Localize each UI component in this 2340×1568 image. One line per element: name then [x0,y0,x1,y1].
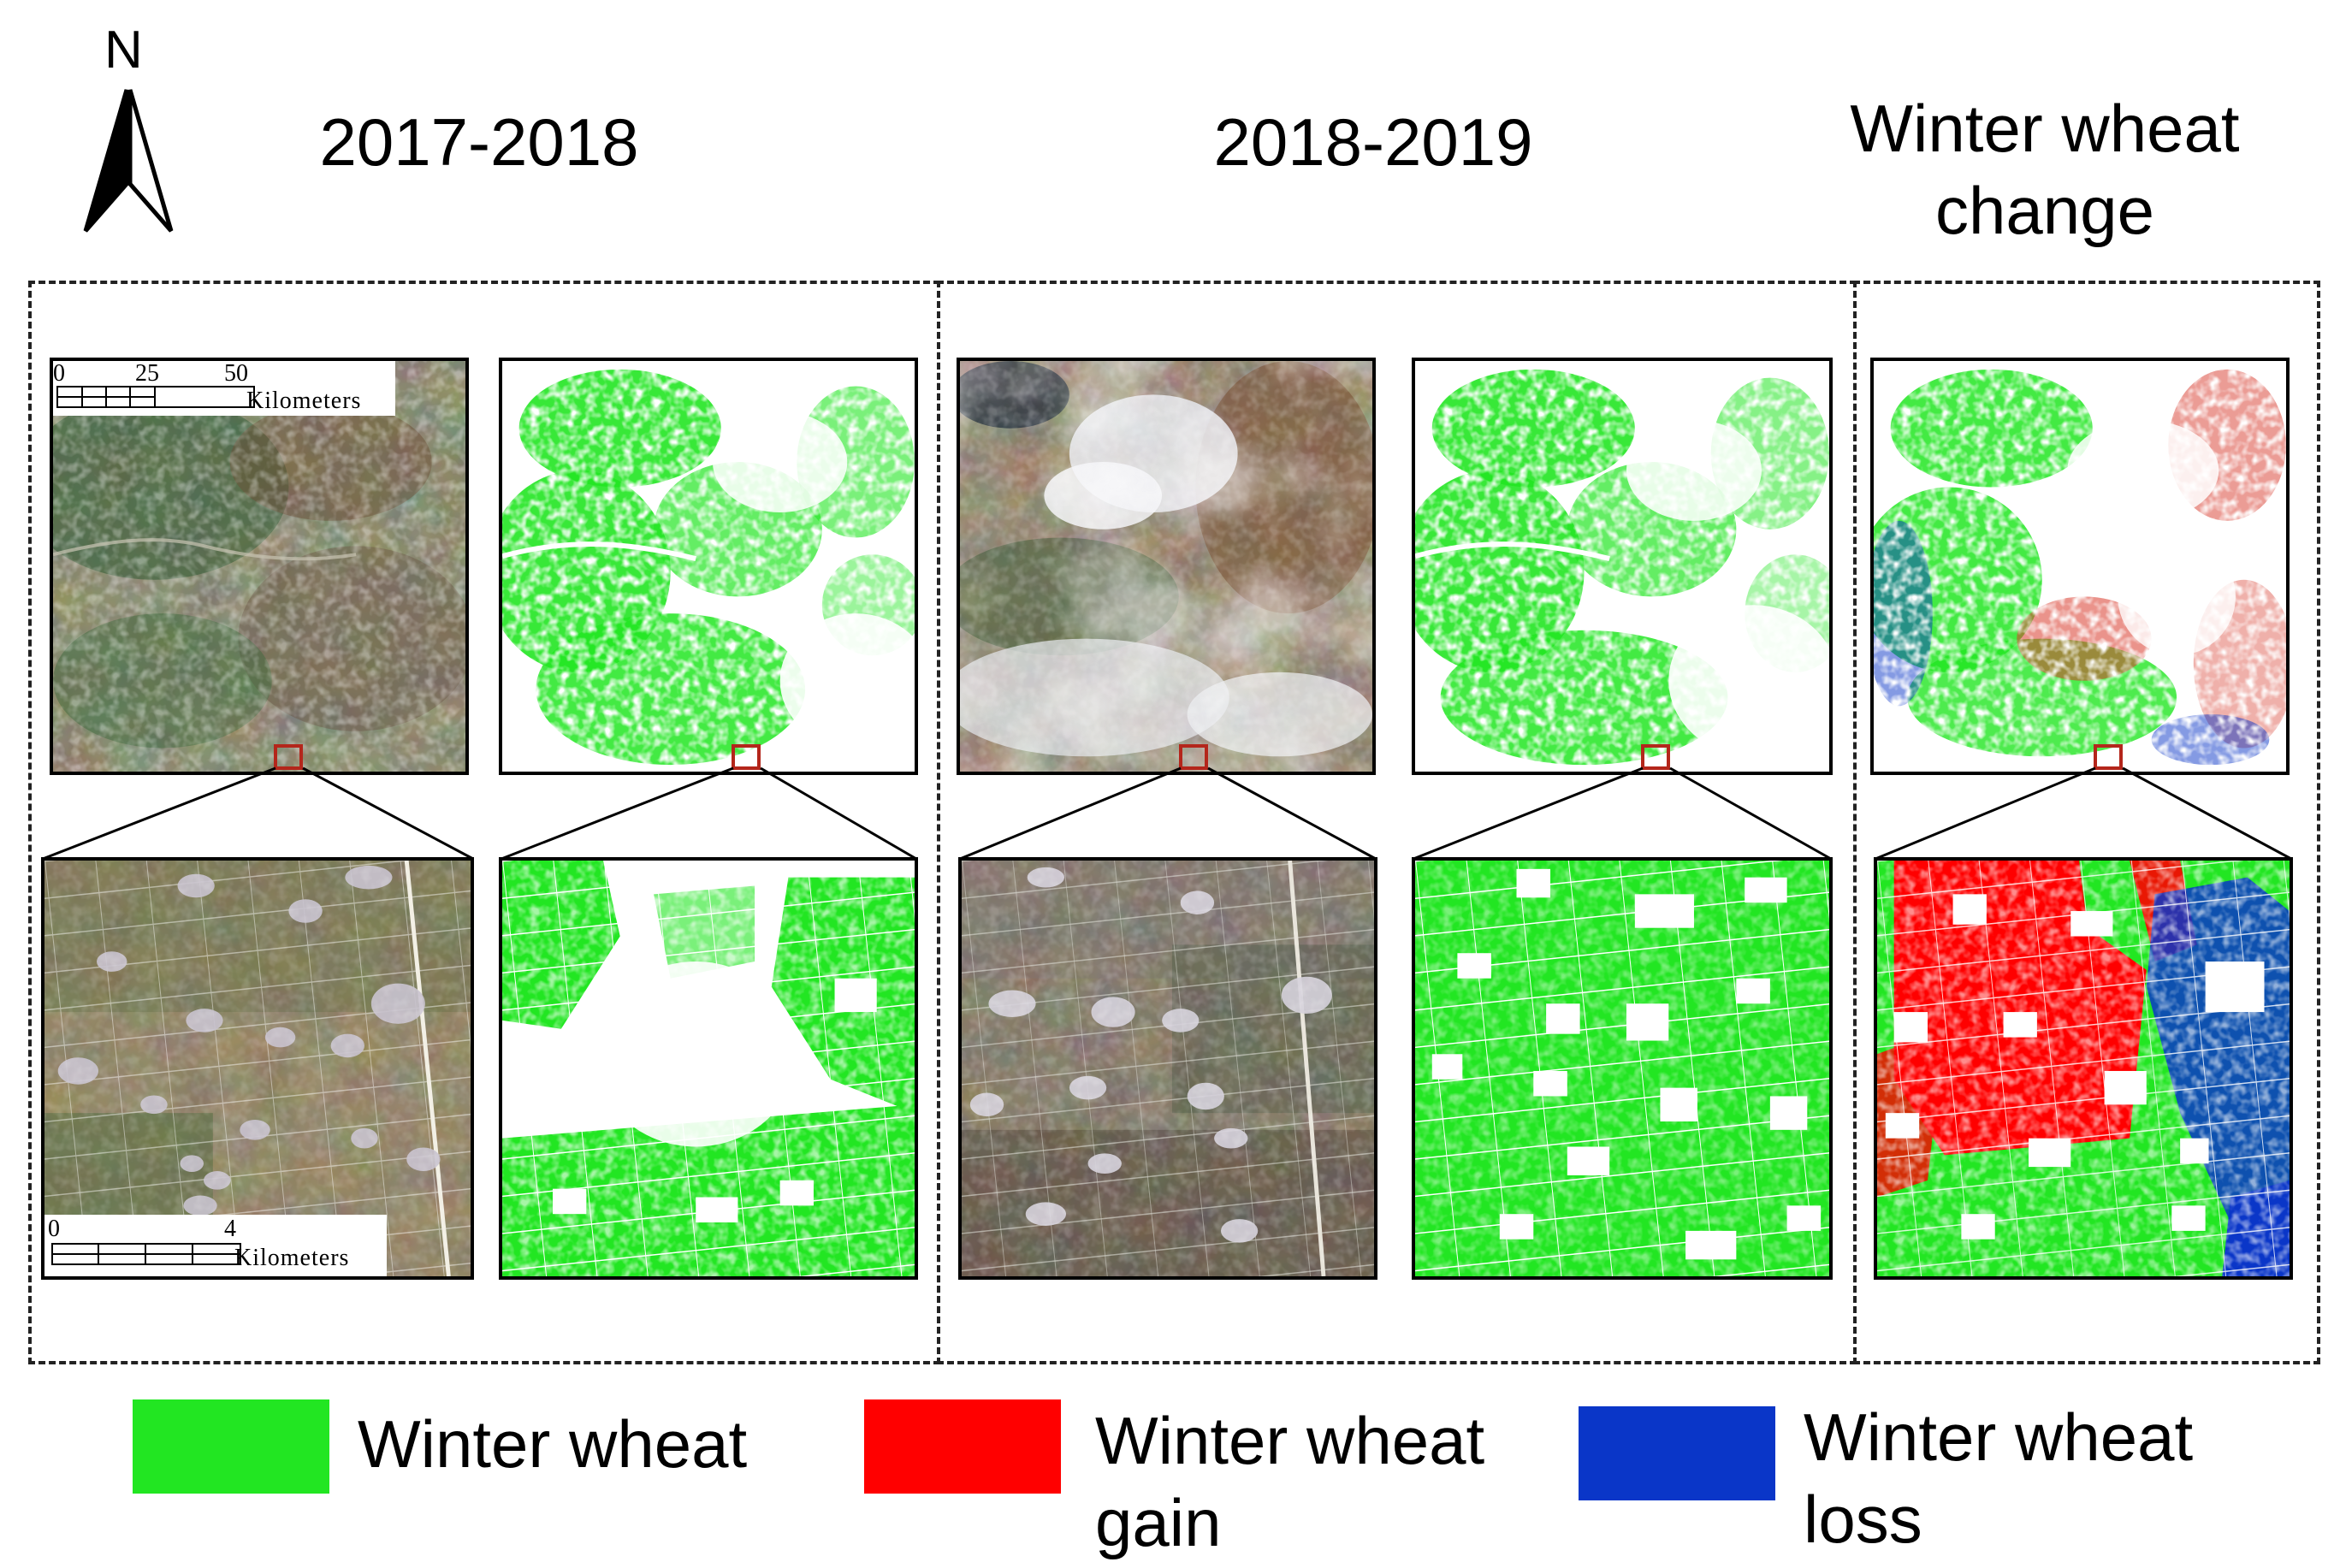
legend-label-winter-wheat: Winter wheat [358,1406,748,1482]
legend-label-winter-wheat-loss-line2: loss [1804,1482,1922,1557]
north-arrow-label: N [104,21,143,80]
group-change [1853,281,2320,1364]
roi-box-2018-wheat [1641,744,1670,770]
legend-swatch-winter-wheat-loss [1579,1406,1775,1500]
scalebar-tick-25: 25 [135,360,159,387]
roi-box-2018-satellite [1179,744,1208,770]
overview-wheat-2017-2018 [499,358,918,775]
detail-satellite-2018-2019 [958,857,1377,1280]
roi-box-2017-wheat [732,744,761,770]
legend-label-winter-wheat-loss-line1: Winter wheat [1804,1399,2194,1475]
north-arrow-icon [83,89,174,233]
scalebar-tick-50: 50 [224,360,248,387]
legend-swatch-winter-wheat [133,1399,329,1494]
overview-satellite-2018-2019 [957,358,1376,775]
scalebar-tick-0: 0 [48,1216,60,1242]
legend-label-winter-wheat-gain-line1: Winter wheat [1095,1403,1485,1478]
detail-scalebar: 0 4 Kilometers [44,1215,387,1276]
overview-satellite-2017-2018 [50,358,469,775]
scalebar-tick-0: 0 [53,360,65,387]
column-title-2017-2018: 2017-2018 [319,104,639,180]
overview-wheat-2018-2019 [1412,358,1833,775]
column-title-2018-2019: 2018-2019 [1213,104,1533,180]
detail-wheat-2018-2019 [1412,857,1833,1280]
roi-box-2017-satellite [274,744,303,770]
overview-change [1870,358,2290,775]
scalebar-unit: Kilometers [246,388,362,414]
column-title-change-line1: Winter wheat [1850,91,2240,166]
detail-wheat-2017-2018 [499,857,918,1280]
column-title-change-line2: change [1935,173,2154,248]
overview-scalebar: 0 25 50 Kilometers [53,361,395,416]
legend-label-winter-wheat-gain-line2: gain [1095,1485,1222,1560]
scalebar-tick-4: 4 [224,1216,236,1242]
detail-change [1874,857,2293,1280]
scalebar-unit: Kilometers [234,1245,350,1271]
legend-swatch-winter-wheat-gain [864,1399,1061,1494]
detail-satellite-2017-2018 [41,857,474,1280]
roi-box-change [2094,744,2123,770]
